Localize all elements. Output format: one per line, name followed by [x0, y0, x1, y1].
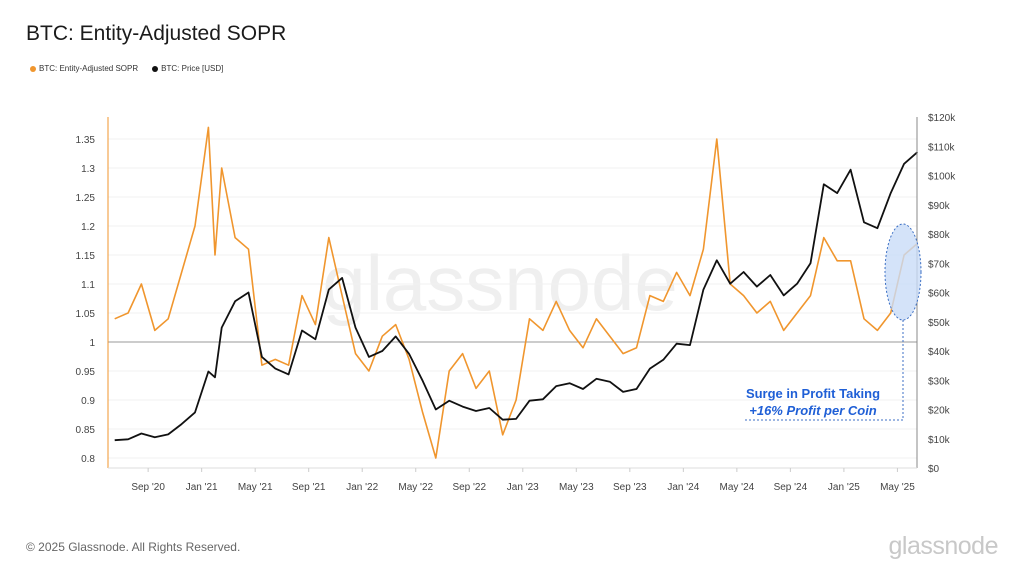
annotation-ellipse	[884, 223, 922, 321]
x-tick-label: Sep '23	[613, 482, 647, 493]
x-tick-label: Jan '24	[667, 482, 699, 493]
x-tick-label: Sep '24	[774, 482, 808, 493]
right-tick-label: $80k	[928, 230, 951, 241]
right-tick-label: $10k	[928, 435, 951, 446]
left-tick-label: 1.25	[76, 193, 96, 204]
x-tick-label: Sep '22	[452, 482, 486, 493]
right-tick-label: $120k	[928, 113, 956, 124]
legend: BTC: Entity-Adjusted SOPR BTC: Price [US…	[30, 64, 223, 73]
glassnode-logo: glassnode	[888, 532, 999, 560]
legend-label-price: BTC: Price [USD]	[161, 64, 224, 73]
left-tick-label: 0.85	[76, 425, 96, 436]
right-tick-label: $40k	[928, 347, 951, 358]
left-tick-label: 1.3	[81, 164, 95, 175]
right-tick-label: $20k	[928, 406, 951, 417]
x-tick-label: Sep '20	[131, 482, 165, 493]
left-tick-label: 0.8	[81, 454, 95, 465]
left-tick-label: 1.05	[76, 309, 96, 320]
legend-item-price[interactable]: BTC: Price [USD]	[152, 64, 223, 73]
right-tick-label: $90k	[928, 201, 951, 212]
right-tick-label: $0	[928, 464, 940, 475]
right-tick-label: $30k	[928, 376, 951, 387]
copyright: © 2025 Glassnode. All Rights Reserved.	[26, 540, 241, 554]
x-tick-label: Jan '23	[507, 482, 539, 493]
right-tick-label: $110k	[928, 142, 956, 153]
watermark: glassnode	[322, 239, 678, 327]
annotation-line1: Surge in Profit Taking	[746, 386, 880, 401]
x-tick-label: May '24	[720, 482, 755, 493]
left-tick-label: 1.35	[76, 135, 96, 146]
left-tick-label: 0.9	[81, 396, 95, 407]
left-tick-label: 1.1	[81, 280, 95, 291]
x-tick-label: Jan '21	[186, 482, 218, 493]
chart-title: BTC: Entity-Adjusted SOPR	[26, 22, 287, 45]
x-tick-label: May '21	[238, 482, 273, 493]
annotation-leader	[743, 320, 904, 421]
right-tick-label: $70k	[928, 259, 951, 270]
right-tick-label: $100k	[928, 172, 956, 183]
x-tick-label: Jan '22	[346, 482, 378, 493]
x-tick-label: May '25	[880, 482, 915, 493]
x-tick-label: Jan '25	[828, 482, 860, 493]
left-tick-label: 1	[89, 338, 95, 349]
x-tick-label: May '23	[559, 482, 594, 493]
left-tick-label: 1.15	[76, 251, 96, 262]
annotation: Surge in Profit Taking +16% Profit per C…	[743, 223, 922, 421]
legend-dot-sopr	[30, 65, 36, 72]
right-tick-label: $60k	[928, 289, 951, 300]
legend-dot-price	[152, 65, 159, 72]
price-line	[114, 151, 919, 442]
sopr-line	[114, 126, 919, 459]
left-tick-label: 0.95	[76, 367, 96, 378]
left-tick-label: 1.2	[81, 222, 95, 233]
x-tick-label: Sep '21	[292, 482, 326, 493]
legend-item-sopr[interactable]: BTC: Entity-Adjusted SOPR	[30, 64, 138, 73]
legend-label-sopr: BTC: Entity-Adjusted SOPR	[39, 64, 139, 73]
annotation-line2: +16% Profit per Coin	[749, 403, 877, 418]
x-tick-label: May '22	[398, 482, 433, 493]
right-tick-label: $50k	[928, 318, 951, 329]
